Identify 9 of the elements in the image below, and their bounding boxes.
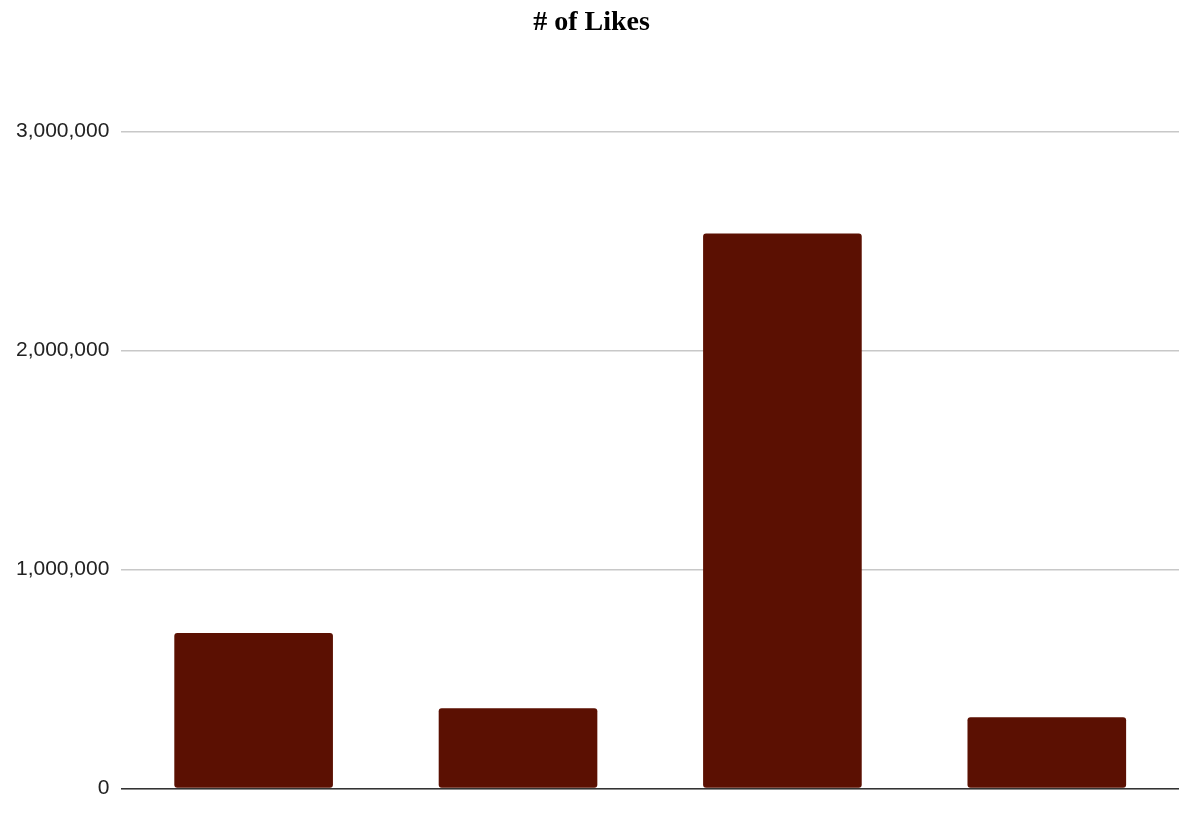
bar (967, 717, 1127, 788)
bar (438, 708, 598, 788)
y-tick-label: 0 (97, 775, 110, 799)
bar (703, 233, 862, 788)
bar (174, 632, 333, 788)
y-tick-label: 2,000,000 (15, 337, 110, 361)
chart-title: # of Likes (533, 5, 650, 37)
y-tick-label: 1,000,000 (15, 556, 110, 580)
y-tick-label: 3,000,000 (15, 118, 110, 142)
